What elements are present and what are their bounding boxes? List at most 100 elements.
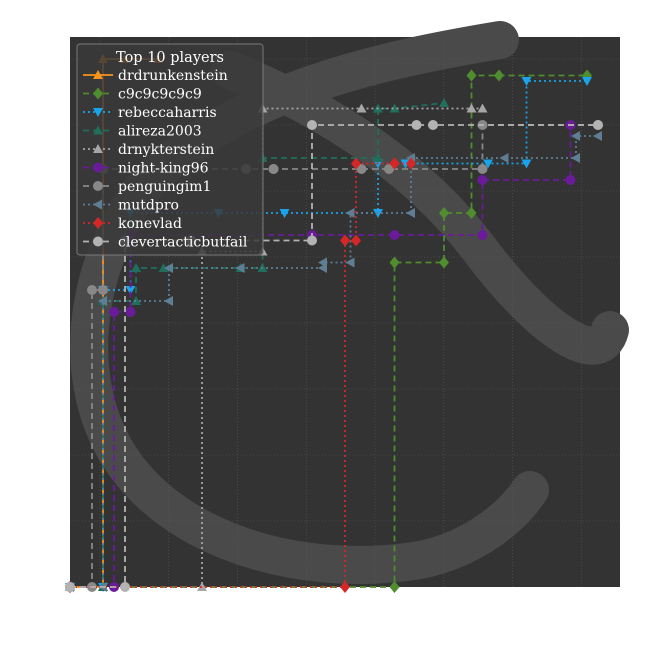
data-point <box>494 69 504 82</box>
series-line <box>70 80 587 588</box>
series-line <box>70 124 598 588</box>
legend-item: c9c9c9c9c9 <box>83 87 202 103</box>
data-point <box>120 582 130 592</box>
data-point <box>307 120 317 130</box>
legend-marker <box>93 162 103 173</box>
data-point <box>593 120 603 130</box>
legend-label: c9c9c9c9c9 <box>118 87 202 103</box>
data-point <box>235 263 245 273</box>
data-point <box>384 164 394 174</box>
legend-marker <box>93 181 103 191</box>
series-line <box>70 74 587 588</box>
legend-item: night-king96 <box>83 161 209 177</box>
legend-label: night-king96 <box>118 161 209 177</box>
data-point <box>268 164 279 174</box>
data-point <box>164 263 173 273</box>
data-point <box>125 307 136 317</box>
data-point <box>521 159 532 169</box>
data-point <box>439 256 449 269</box>
legend-item: drdrunkenstein <box>83 68 228 84</box>
legend-item: penguingim1 <box>83 179 211 195</box>
data-point <box>125 286 136 295</box>
data-point <box>565 175 576 185</box>
legend-item: konevlad <box>83 216 182 232</box>
data-point <box>279 209 290 218</box>
legend-label: drdrunkenstein <box>118 68 228 84</box>
data-point <box>356 103 367 113</box>
data-point <box>65 582 75 592</box>
legend-marker <box>93 199 102 210</box>
series-line <box>70 124 598 588</box>
data-point <box>439 207 449 219</box>
data-point <box>521 77 532 86</box>
legend-item: clevertacticbutfail <box>83 235 248 251</box>
legend-title: Top 10 players <box>116 50 224 66</box>
legend-marker <box>93 236 103 247</box>
legend-label: penguingim1 <box>118 179 211 195</box>
legend-marker <box>93 108 103 117</box>
data-point <box>389 581 400 593</box>
data-point <box>389 230 400 240</box>
series-line <box>70 107 483 588</box>
data-point <box>389 157 400 170</box>
data-point <box>499 153 509 163</box>
data-point <box>318 257 327 268</box>
legend-item: drnykterstein <box>83 142 214 158</box>
legend-item: mutdpro <box>83 198 179 214</box>
legend-marker <box>93 125 103 135</box>
data-point <box>477 230 488 240</box>
data-point <box>98 296 107 306</box>
legend-label: mutdpro <box>118 198 179 214</box>
data-point <box>351 157 361 170</box>
data-point <box>351 234 361 247</box>
data-point <box>356 164 367 174</box>
legend: Top 10 players drdrunkenstein c9c9c9c9c9 r… <box>76 43 264 256</box>
data-point <box>428 120 438 130</box>
data-point <box>477 175 488 185</box>
series-line <box>70 135 598 588</box>
legend-label: alireza2003 <box>118 124 202 140</box>
data-point <box>389 256 400 269</box>
data-point <box>466 69 477 82</box>
legend-marker <box>93 144 103 153</box>
data-point <box>411 120 422 130</box>
data-point <box>439 98 449 107</box>
data-point <box>571 131 580 141</box>
data-point <box>158 263 169 272</box>
legend-items: drdrunkenstein c9c9c9c9c9 rebeccaharris ali… <box>83 68 248 251</box>
data-point <box>571 153 580 163</box>
legend-label: konevlad <box>118 216 182 232</box>
legend-item: alireza2003 <box>83 124 202 140</box>
legend-marker <box>93 217 103 229</box>
legend-label: drnykterstein <box>118 142 214 158</box>
data-point <box>109 307 119 317</box>
legend-marker <box>93 70 103 79</box>
legend-label: clevertacticbutfail <box>118 235 248 251</box>
data-point <box>87 285 97 295</box>
data-point <box>98 285 108 295</box>
data-point <box>477 164 488 174</box>
legend-box <box>76 43 264 256</box>
legend-label: rebeccaharris <box>118 105 217 121</box>
series-c9c9c9c9c9 <box>65 69 592 593</box>
data-point <box>131 263 141 272</box>
data-point <box>582 77 592 86</box>
legend-marker <box>93 87 103 100</box>
data-point <box>345 257 355 268</box>
data-point <box>340 234 350 247</box>
knight-logo-watermark <box>70 21 629 584</box>
data-point <box>483 159 493 169</box>
data-point <box>466 103 477 113</box>
data-point <box>164 296 173 306</box>
data-point <box>406 208 415 218</box>
data-point <box>373 153 383 162</box>
data-point <box>307 235 317 246</box>
data-point <box>406 157 416 170</box>
data-point <box>477 103 488 113</box>
series-konevlad <box>65 157 416 593</box>
data-point <box>340 581 350 593</box>
data-point <box>593 131 602 141</box>
data-point <box>345 208 355 218</box>
